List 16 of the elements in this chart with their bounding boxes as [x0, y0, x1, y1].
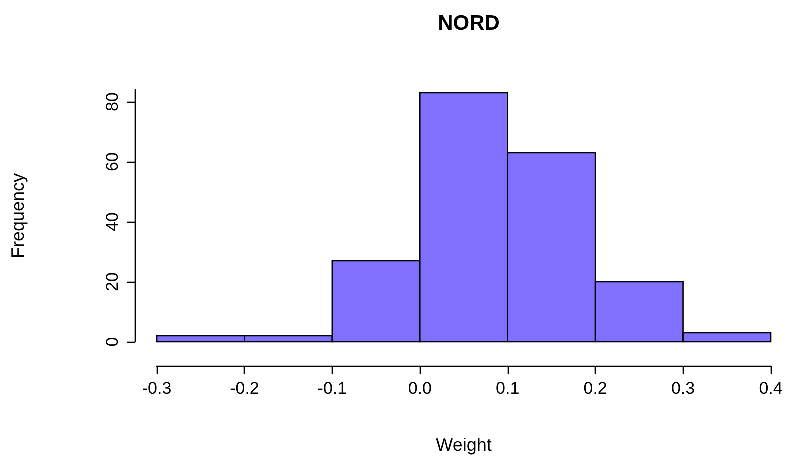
y-axis-title: Frequency [8, 173, 28, 259]
y-tick-label: 80 [103, 92, 122, 112]
y-tick-label: 40 [103, 212, 122, 232]
chart-title: NORD [438, 12, 500, 35]
y-tick-label: 0 [103, 337, 122, 347]
x-tick-label: 0.0 [408, 379, 432, 398]
x-tick-label: 0.1 [496, 379, 520, 398]
x-axis-title: Weight [436, 435, 492, 455]
x-tick-label: -0.1 [318, 379, 348, 398]
x-tick-label: 0.3 [671, 379, 696, 398]
x-tick-label: -0.3 [142, 379, 172, 398]
x-tick-label: 0.4 [759, 379, 783, 398]
x-tick-label: 0.2 [584, 379, 608, 398]
x-tick-label: -0.2 [230, 379, 260, 398]
y-tick-label: 20 [103, 272, 122, 292]
y-tick-label: 60 [103, 152, 122, 172]
